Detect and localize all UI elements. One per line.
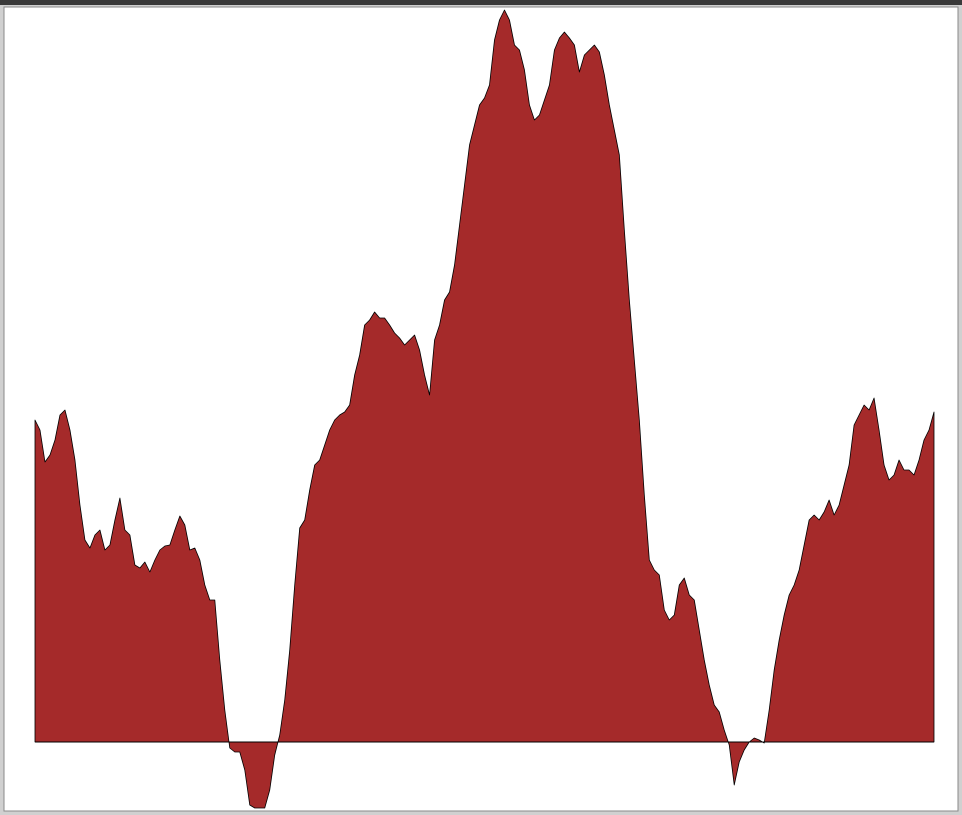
area bbox=[34, 9, 935, 809]
window-top-bar bbox=[0, 0, 962, 5]
